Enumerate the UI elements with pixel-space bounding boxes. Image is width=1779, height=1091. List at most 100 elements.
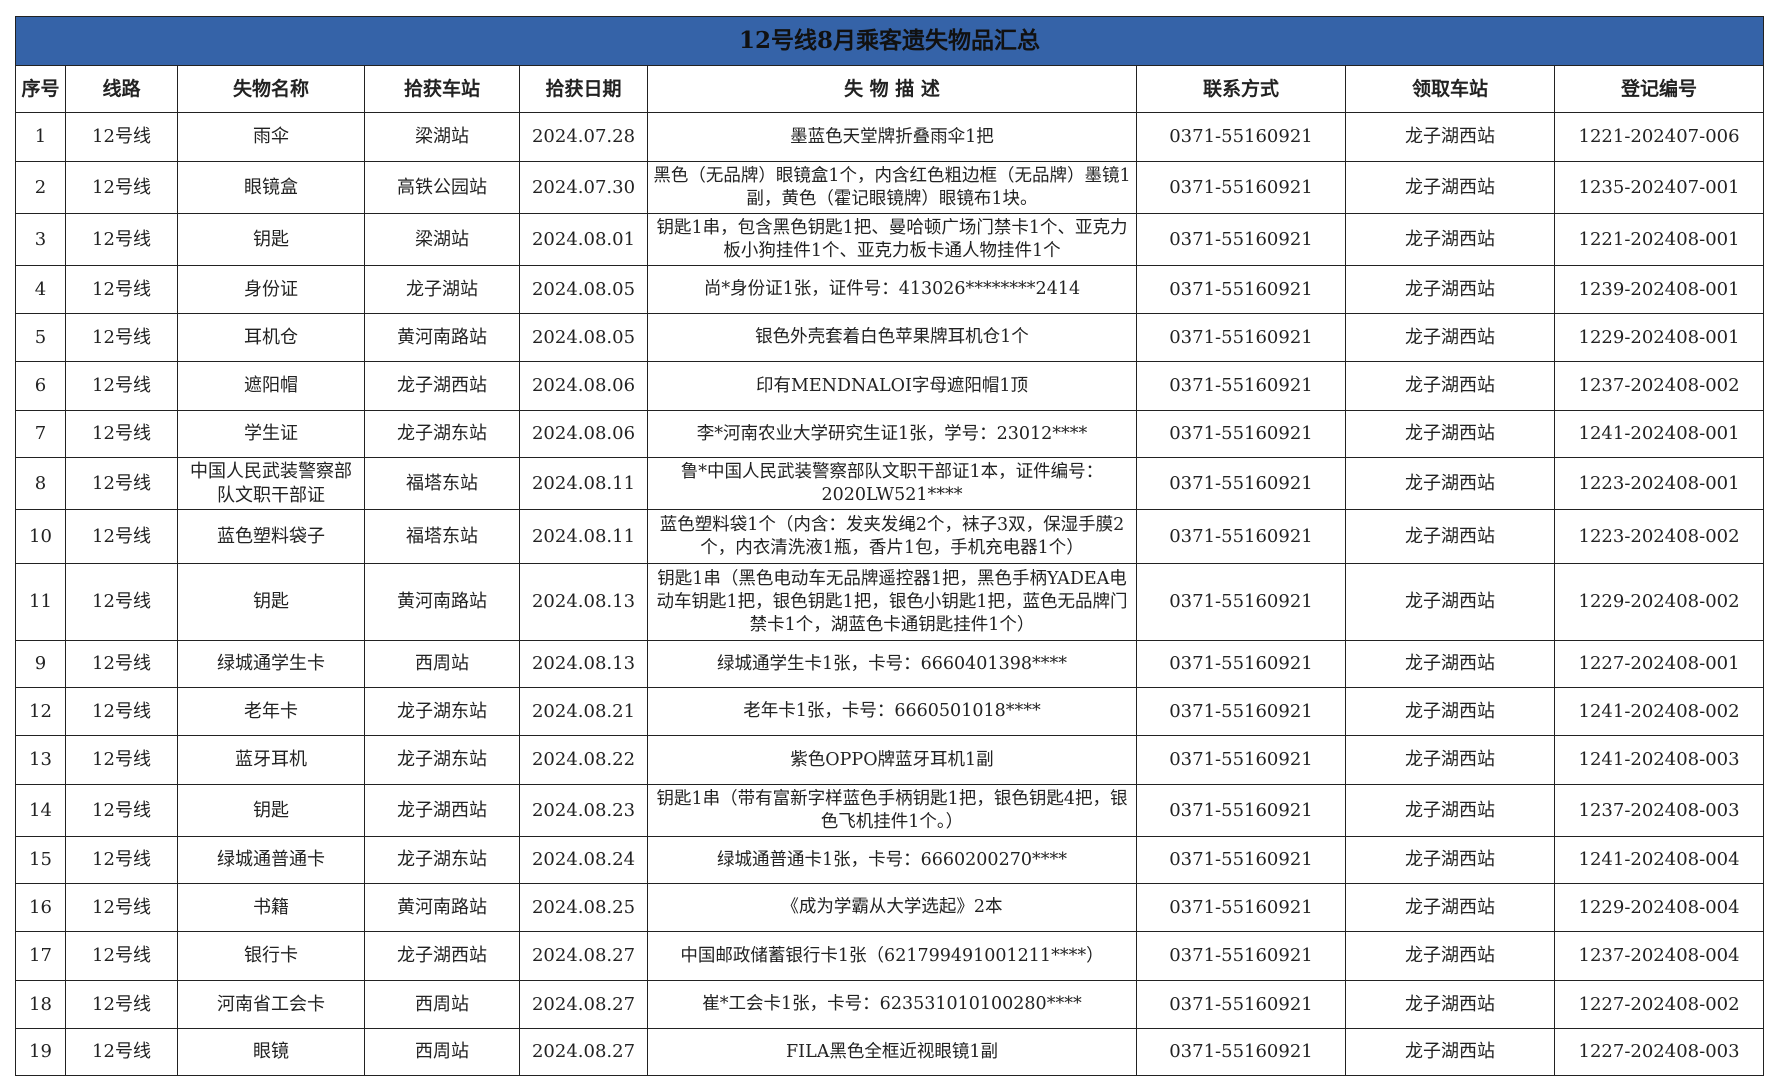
cell-found-date[interactable]: 2024.08.06 (519, 361, 648, 411)
cell-reg-no[interactable]: 1229-202408-002 (1553, 563, 1765, 641)
cell-found-station[interactable]: 黄河南路站 (364, 313, 520, 362)
cell-item-name[interactable]: 银行卡 (177, 931, 365, 981)
table-title[interactable]: 12号线8月乘客遗失物品汇总 (14, 16, 1765, 66)
cell-reg-no[interactable]: 1221-202408-001 (1553, 213, 1765, 266)
cell-reg-no[interactable]: 1227-202408-002 (1553, 980, 1765, 1029)
cell-seq[interactable]: 11 (15, 563, 66, 641)
cell-line[interactable]: 12号线 (65, 1028, 178, 1076)
cell-item-name[interactable]: 中国人民武装警察部队文职干部证 (177, 457, 365, 510)
cell-description[interactable]: FILA黑色全框近视眼镜1副 (647, 1028, 1137, 1076)
cell-line[interactable]: 12号线 (65, 735, 178, 785)
header-line[interactable]: 线路 (65, 65, 178, 113)
cell-item-name[interactable]: 眼镜 (177, 1028, 365, 1076)
cell-item-name[interactable]: 老年卡 (177, 687, 365, 736)
cell-pickup-station[interactable]: 龙子湖西站 (1345, 361, 1555, 411)
cell-reg-no[interactable]: 1237-202408-002 (1553, 361, 1765, 411)
cell-reg-no[interactable]: 1221-202407-006 (1553, 112, 1765, 162)
cell-line[interactable]: 12号线 (65, 980, 178, 1029)
cell-description[interactable]: 老年卡1张，卡号：6660501018**** (647, 687, 1137, 736)
cell-seq[interactable]: 16 (15, 883, 66, 932)
header-contact[interactable]: 联系方式 (1136, 65, 1346, 113)
cell-found-date[interactable]: 2024.08.27 (519, 931, 648, 981)
cell-contact[interactable]: 0371-55160921 (1136, 1028, 1346, 1076)
cell-line[interactable]: 12号线 (65, 563, 178, 641)
cell-contact[interactable]: 0371-55160921 (1136, 735, 1346, 785)
cell-description[interactable]: 银色外壳套着白色苹果牌耳机仓1个 (647, 313, 1137, 362)
cell-pickup-station[interactable]: 龙子湖西站 (1345, 836, 1555, 884)
cell-seq[interactable]: 17 (15, 931, 66, 981)
cell-seq[interactable]: 9 (15, 640, 66, 688)
cell-contact[interactable]: 0371-55160921 (1136, 161, 1346, 214)
cell-item-name[interactable]: 耳机仓 (177, 313, 365, 362)
cell-item-name[interactable]: 钥匙 (177, 563, 365, 641)
cell-reg-no[interactable]: 1235-202407-001 (1553, 161, 1765, 214)
cell-pickup-station[interactable]: 龙子湖西站 (1345, 112, 1555, 162)
cell-description[interactable]: 尚*身份证1张，证件号：413026********2414 (647, 265, 1137, 314)
cell-line[interactable]: 12号线 (65, 784, 178, 837)
cell-reg-no[interactable]: 1237-202408-003 (1553, 784, 1765, 837)
cell-contact[interactable]: 0371-55160921 (1136, 361, 1346, 411)
cell-item-name[interactable]: 学生证 (177, 410, 365, 458)
cell-found-station[interactable]: 福塔东站 (364, 457, 520, 510)
cell-found-date[interactable]: 2024.08.25 (519, 883, 648, 932)
cell-found-date[interactable]: 2024.08.24 (519, 836, 648, 884)
cell-found-station[interactable]: 西周站 (364, 980, 520, 1029)
cell-found-station[interactable]: 龙子湖东站 (364, 687, 520, 736)
cell-contact[interactable]: 0371-55160921 (1136, 784, 1346, 837)
cell-line[interactable]: 12号线 (65, 931, 178, 981)
cell-item-name[interactable]: 河南省工会卡 (177, 980, 365, 1029)
cell-pickup-station[interactable]: 龙子湖西站 (1345, 509, 1555, 564)
header-item-name[interactable]: 失物名称 (177, 65, 365, 113)
cell-pickup-station[interactable]: 龙子湖西站 (1345, 784, 1555, 837)
cell-contact[interactable]: 0371-55160921 (1136, 112, 1346, 162)
cell-contact[interactable]: 0371-55160921 (1136, 313, 1346, 362)
cell-seq[interactable]: 15 (15, 836, 66, 884)
cell-contact[interactable]: 0371-55160921 (1136, 563, 1346, 641)
cell-seq[interactable]: 7 (15, 410, 66, 458)
cell-found-date[interactable]: 2024.08.21 (519, 687, 648, 736)
cell-description[interactable]: 绿城通普通卡1张，卡号：6660200270**** (647, 836, 1137, 884)
cell-line[interactable]: 12号线 (65, 161, 178, 214)
cell-found-station[interactable]: 龙子湖东站 (364, 410, 520, 458)
cell-line[interactable]: 12号线 (65, 883, 178, 932)
cell-found-station[interactable]: 梁湖站 (364, 213, 520, 266)
cell-found-station[interactable]: 西周站 (364, 1028, 520, 1076)
cell-contact[interactable]: 0371-55160921 (1136, 640, 1346, 688)
cell-description[interactable]: 钥匙1串（黑色电动车无品牌遥控器1把，黑色手柄YADEA电动车钥匙1把，银色钥匙… (647, 563, 1137, 641)
cell-seq[interactable]: 14 (15, 784, 66, 837)
cell-line[interactable]: 12号线 (65, 213, 178, 266)
cell-contact[interactable]: 0371-55160921 (1136, 457, 1346, 510)
cell-seq[interactable]: 12 (15, 687, 66, 736)
cell-description[interactable]: 印有MENDNALOI字母遮阳帽1顶 (647, 361, 1137, 411)
cell-found-date[interactable]: 2024.08.05 (519, 313, 648, 362)
cell-pickup-station[interactable]: 龙子湖西站 (1345, 735, 1555, 785)
cell-description[interactable]: 墨蓝色天堂牌折叠雨伞1把 (647, 112, 1137, 162)
cell-found-station[interactable]: 龙子湖西站 (364, 931, 520, 981)
cell-pickup-station[interactable]: 龙子湖西站 (1345, 213, 1555, 266)
cell-found-station[interactable]: 福塔东站 (364, 509, 520, 564)
cell-found-date[interactable]: 2024.08.23 (519, 784, 648, 837)
cell-contact[interactable]: 0371-55160921 (1136, 410, 1346, 458)
cell-seq[interactable]: 3 (15, 213, 66, 266)
cell-seq[interactable]: 4 (15, 265, 66, 314)
cell-found-date[interactable]: 2024.08.13 (519, 563, 648, 641)
header-seq[interactable]: 序号 (15, 65, 66, 113)
cell-item-name[interactable]: 书籍 (177, 883, 365, 932)
cell-seq[interactable]: 2 (15, 161, 66, 214)
cell-reg-no[interactable]: 1241-202408-002 (1553, 687, 1765, 736)
cell-seq[interactable]: 18 (15, 980, 66, 1029)
cell-description[interactable]: 鲁*中国人民武装警察部队文职干部证1本，证件编号：2020LW521**** (647, 457, 1137, 510)
cell-contact[interactable]: 0371-55160921 (1136, 687, 1346, 736)
cell-found-station[interactable]: 龙子湖西站 (364, 361, 520, 411)
cell-seq[interactable]: 13 (15, 735, 66, 785)
cell-pickup-station[interactable]: 龙子湖西站 (1345, 687, 1555, 736)
cell-line[interactable]: 12号线 (65, 836, 178, 884)
cell-pickup-station[interactable]: 龙子湖西站 (1345, 265, 1555, 314)
cell-contact[interactable]: 0371-55160921 (1136, 931, 1346, 981)
cell-item-name[interactable]: 绿城通普通卡 (177, 836, 365, 884)
cell-found-station[interactable]: 龙子湖东站 (364, 836, 520, 884)
cell-contact[interactable]: 0371-55160921 (1136, 213, 1346, 266)
cell-found-date[interactable]: 2024.08.27 (519, 980, 648, 1029)
cell-contact[interactable]: 0371-55160921 (1136, 265, 1346, 314)
cell-description[interactable]: 钥匙1串（带有富新字样蓝色手柄钥匙1把，银色钥匙4把，银色飞机挂件1个。） (647, 784, 1137, 837)
